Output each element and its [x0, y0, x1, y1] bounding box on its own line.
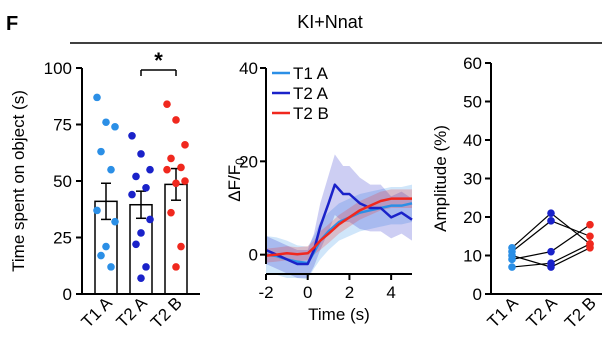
- data-point: [137, 150, 145, 158]
- legend-label: T2 A: [293, 84, 329, 103]
- data-point: [102, 118, 110, 127]
- y-tick-label: 50: [463, 93, 482, 112]
- data-point: [508, 251, 516, 260]
- data-point: [93, 93, 101, 102]
- y-axis-label: Amplitude (%): [431, 125, 450, 232]
- data-point: [172, 116, 180, 124]
- y-tick-label: 0: [63, 285, 72, 304]
- series-line: [265, 183, 413, 266]
- data-point: [547, 263, 555, 271]
- data-point: [142, 183, 150, 192]
- data-point: [102, 242, 110, 251]
- sem-band: [266, 154, 412, 278]
- y-tick-label: 30: [463, 170, 482, 189]
- data-point: [547, 217, 555, 225]
- data-point: [547, 247, 555, 256]
- data-point: [97, 251, 105, 260]
- data-point: [146, 165, 154, 174]
- x-tick-label: T2 A: [113, 293, 152, 332]
- data-point: [163, 165, 171, 174]
- series-line: [265, 197, 412, 257]
- x-axis-label: Time (s): [308, 305, 370, 324]
- data-point: [167, 154, 175, 163]
- data-point: [172, 179, 180, 188]
- data-point: [181, 141, 189, 149]
- scatter-chart-amplitude: 0 10 20 30 40 50 60 Amplitude (%) T1 A T2 A T2 B: [431, 54, 602, 332]
- panel-letter: F: [6, 13, 18, 35]
- x-tick-label: T2 B: [561, 293, 600, 332]
- y-tick-label: 25: [53, 229, 72, 248]
- data-point: [181, 177, 189, 185]
- data-point: [508, 263, 516, 271]
- legend-label: T2 B: [293, 104, 329, 123]
- data-point: [177, 242, 185, 251]
- data-point: [586, 220, 594, 229]
- data-point: [128, 190, 136, 199]
- data-point: [97, 147, 105, 156]
- data-point: [132, 172, 140, 181]
- data-point: [137, 229, 145, 237]
- y-tick-label: 60: [463, 54, 482, 73]
- data-point: [111, 217, 119, 226]
- data-point: [586, 232, 594, 241]
- y-tick-label: 75: [53, 116, 72, 135]
- data-point: [93, 206, 101, 215]
- group-label: KI+Nnat: [297, 12, 363, 32]
- data-point: [586, 244, 594, 252]
- x-tick-label: 4: [386, 283, 395, 302]
- data-point: [128, 132, 136, 140]
- y-tick-label: 50: [53, 172, 72, 191]
- y-tick-label: 20: [239, 152, 258, 171]
- data-point: [177, 163, 185, 172]
- data-point: [547, 209, 555, 217]
- data-point: [111, 122, 119, 131]
- y-tick-label: 20: [463, 208, 482, 227]
- data-point: [107, 263, 115, 271]
- data-point: [172, 263, 180, 271]
- x-tick-label: T1 A: [484, 293, 523, 332]
- x-tick-label: 0: [303, 283, 312, 302]
- subject-line: [511, 220, 591, 253]
- data-point: [146, 215, 154, 224]
- y-tick-label: 0: [249, 246, 258, 265]
- significance-star: *: [154, 48, 163, 73]
- y-tick-label: 0: [473, 285, 482, 304]
- y-tick-label: 100: [44, 59, 72, 78]
- data-point: [132, 240, 140, 249]
- x-tick-label: T2 B: [147, 293, 186, 332]
- y-axis-label: ΔF/F0: [225, 158, 247, 202]
- data-point: [137, 274, 145, 282]
- data-point: [163, 100, 171, 108]
- data-point: [107, 165, 115, 174]
- x-tick-label: -2: [258, 283, 273, 302]
- legend-label: T1 A: [293, 64, 329, 83]
- x-tick-label: T2 A: [523, 293, 562, 332]
- y-tick-label: 10: [463, 247, 482, 266]
- data-point: [167, 208, 175, 217]
- y-axis-label: Time spent on object (s): [9, 90, 28, 272]
- y-tick-label: 40: [463, 131, 482, 150]
- x-tick-label: T1 A: [78, 293, 117, 332]
- data-point: [142, 263, 150, 271]
- x-tick-label: 2: [345, 283, 354, 302]
- y-tick-label: 40: [239, 59, 258, 78]
